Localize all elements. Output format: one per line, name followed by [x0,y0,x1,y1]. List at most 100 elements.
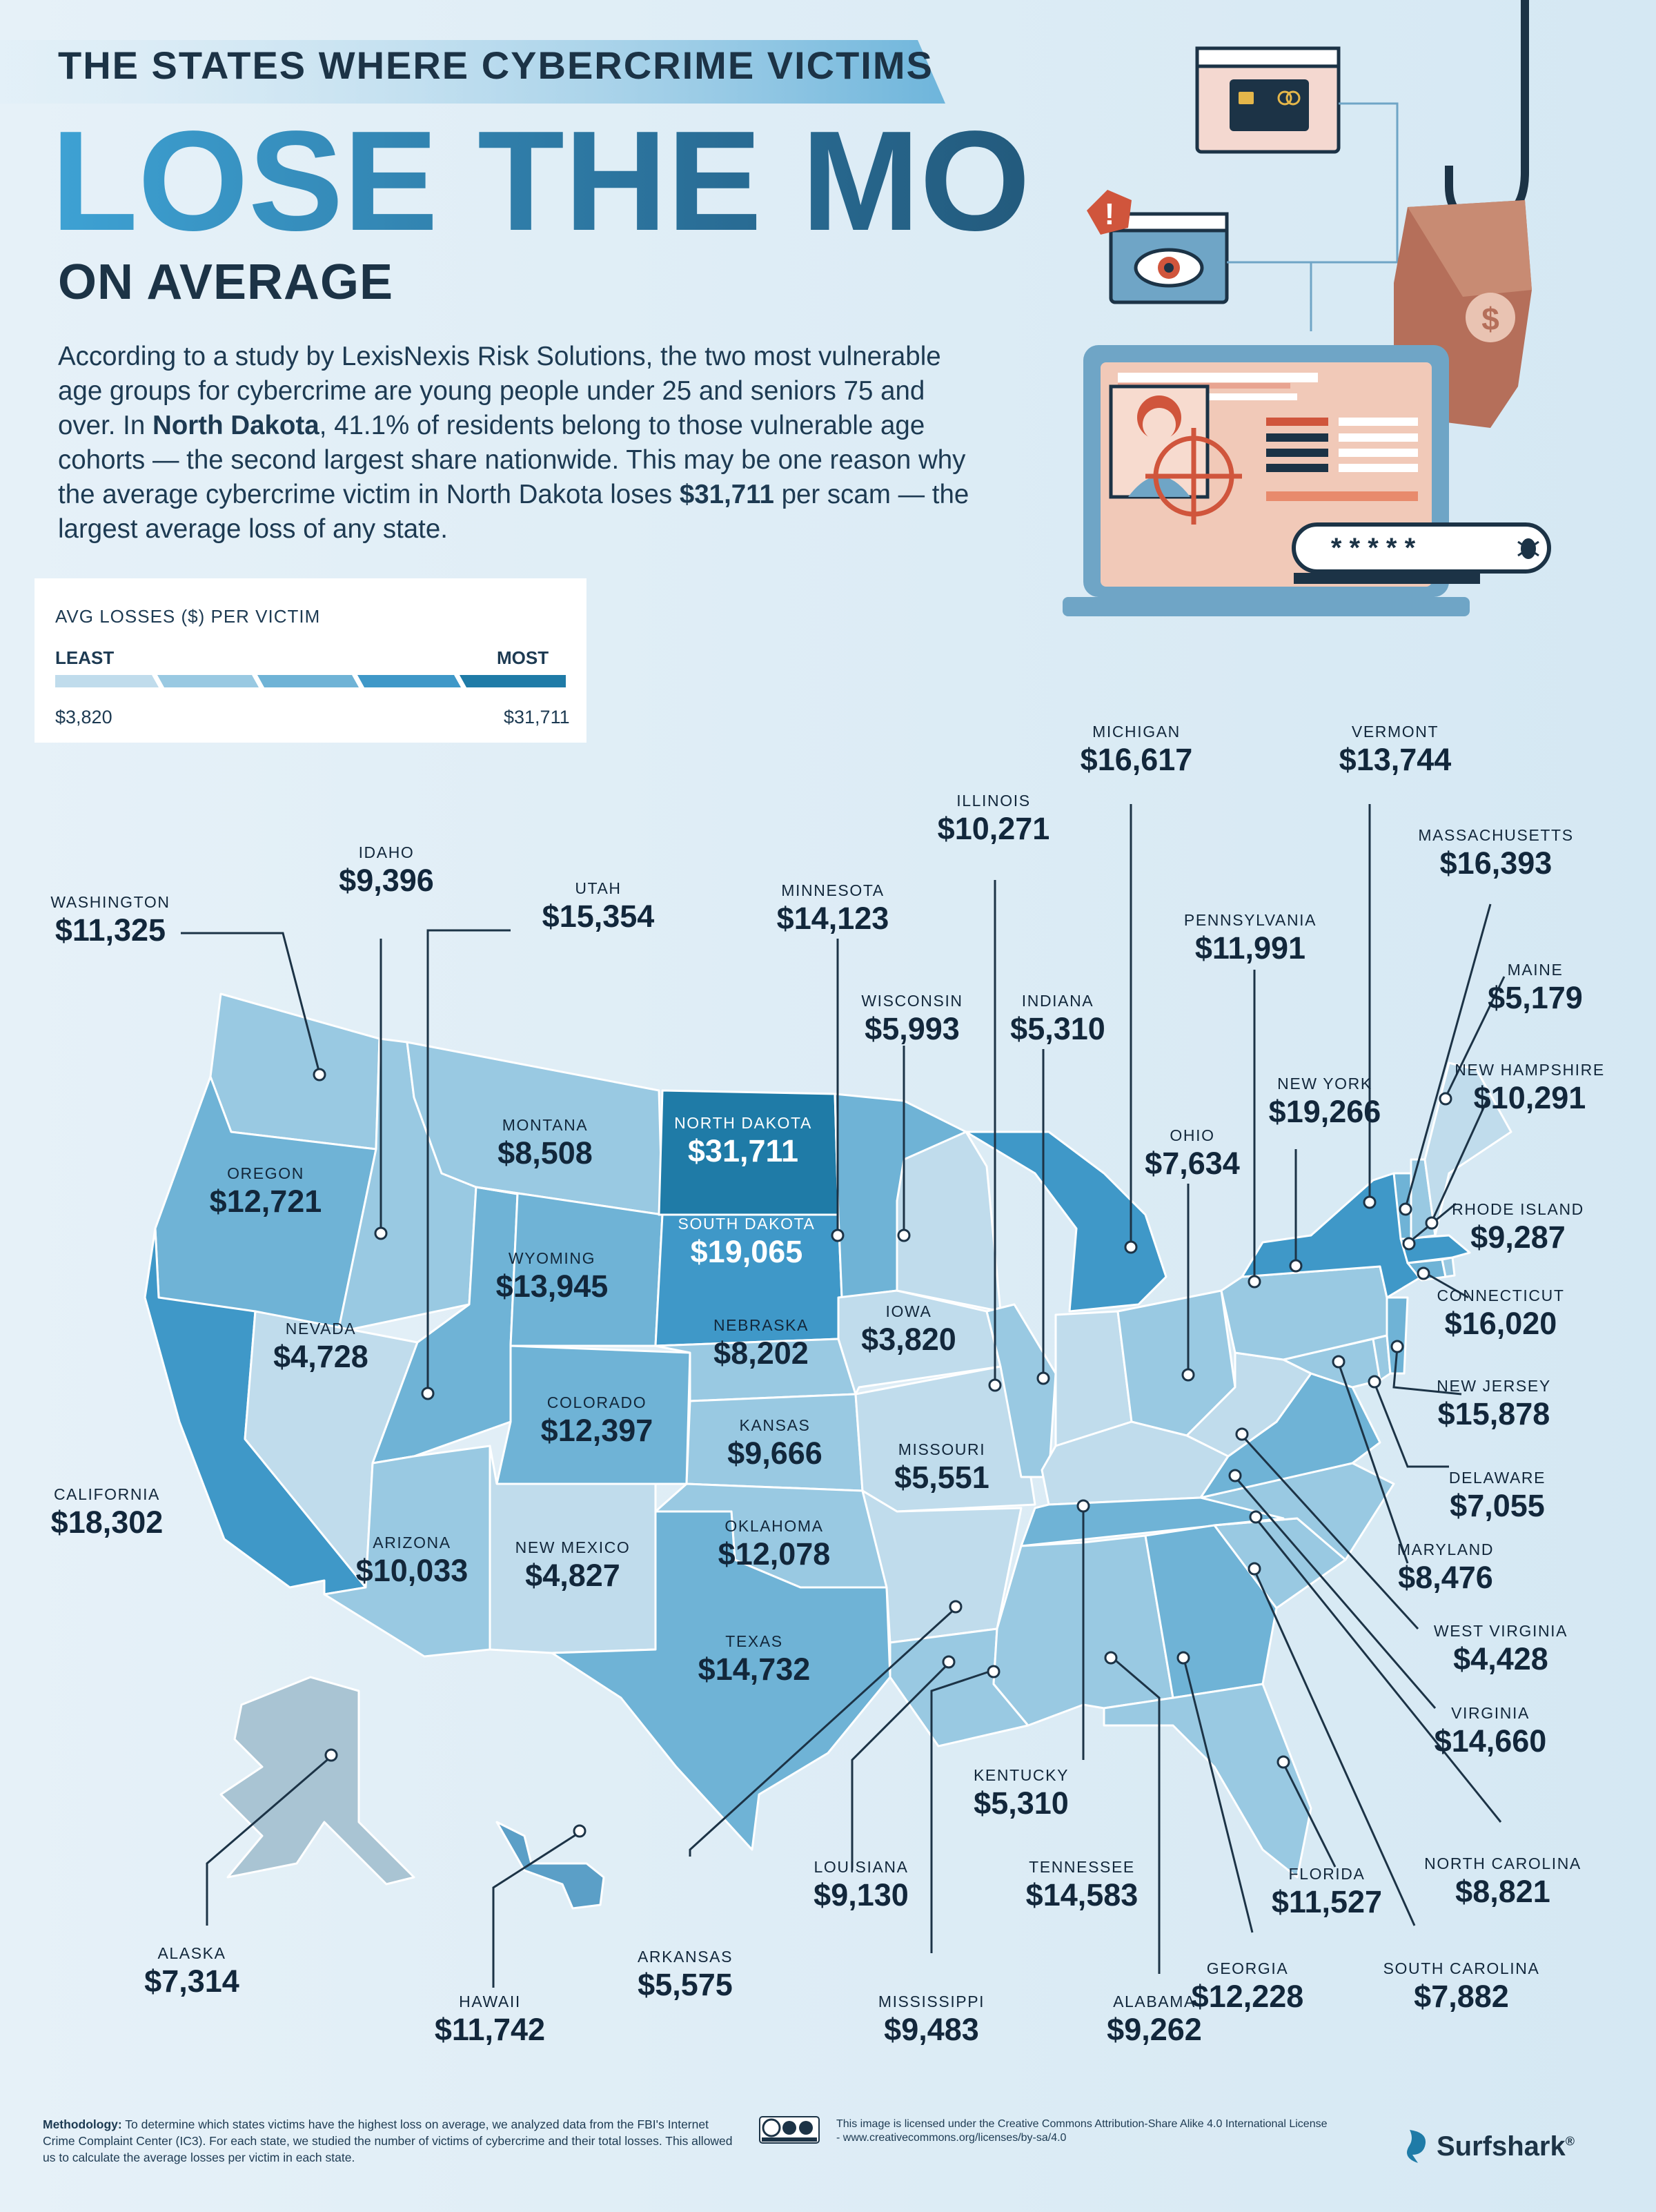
svg-text:!: ! [1105,197,1115,231]
label-washington: WASHINGTON $11,325 [50,893,170,948]
warning-icon: ! [1087,190,1132,235]
label-arizona: ARIZONA $10,033 [355,1534,469,1588]
target-crosshair-icon [1145,428,1242,525]
label-virginia: VIRGINIA $14,660 [1434,1704,1547,1759]
label-maryland: MARYLAND $8,476 [1397,1540,1495,1595]
label-wisconsin: WISCONSIN $5,993 [861,992,963,1046]
state-marker [1289,1259,1303,1273]
label-north-dakota: NORTH DAKOTA $31,711 [674,1114,812,1168]
label-wyoming: WYOMING $13,945 [495,1249,609,1304]
label-new-jersey: NEW JERSEY $15,878 [1437,1377,1551,1431]
label-new-mexico: NEW MEXICO $4,827 [515,1538,631,1593]
intro-text-1: According to a study by LexisNexis Risk … [58,342,941,440]
state-marker [1249,1510,1263,1524]
state-marker [1104,1651,1118,1665]
label-illinois: ILLINOIS $10,271 [937,792,1050,846]
label-tennessee: TENNESSEE $14,583 [1025,1858,1138,1912]
label-georgia: GEORGIA $12,228 [1191,1959,1304,2014]
state-marker [1248,1562,1261,1576]
legend-min-value: $3,820 [55,707,112,727]
label-maine: MAINE $5,179 [1488,961,1583,1015]
legend-title: AVG LOSSES ($) PER VICTIM [55,606,321,627]
intro-text-3: per scam — the largest average loss of a… [58,480,969,544]
state-marker [1235,1427,1249,1441]
bug-icon [1517,538,1539,559]
label-rhode-island: RHODE ISLAND $9,287 [1452,1200,1584,1255]
methodology-label: Methodology: [43,2117,122,2131]
state-marker [1402,1237,1416,1251]
legend-max-value: $31,711 [504,707,570,727]
state-texas [551,1510,891,1851]
state-florida [1103,1683,1312,1879]
state-marker [1228,1469,1242,1482]
label-massachusetts: MASSACHUSETTS $16,393 [1418,826,1574,881]
label-north-carolina: NORTH CAROLINA $8,821 [1424,1854,1581,1909]
label-florida: FLORIDA $11,527 [1271,1865,1383,1919]
state-maine [1423,1061,1512,1237]
intro-paragraph: According to a study by LexisNexis Risk … [58,340,976,547]
label-colorado: COLORADO $12,397 [540,1393,653,1448]
label-vermont: VERMONT $13,744 [1339,723,1452,777]
state-marker [1425,1216,1439,1230]
brand-trademark: ® [1565,2134,1575,2149]
legend-most-label: MOST [497,647,549,668]
state-marker [1176,1651,1190,1665]
state-michigan [965,1131,1167,1313]
brand-text: Surfshark [1437,2131,1566,2162]
label-idaho: IDAHO $9,396 [339,843,434,898]
credit-card-window-icon [1195,46,1341,154]
state-marker [374,1226,388,1240]
label-missouri: MISSOURI $5,551 [894,1440,989,1495]
intro-bold-amount: $31,711 [679,480,774,509]
password-field: * * * * * [1292,522,1551,574]
state-marker [1399,1202,1412,1216]
password-mask: * * * * * [1331,533,1416,563]
state-marker [313,1068,326,1081]
label-utah: UTAH $15,354 [542,879,655,934]
label-minnesota: MINNESOTA $14,123 [776,881,889,936]
state-marker [1276,1755,1290,1769]
state-marker [421,1387,435,1400]
label-arkansas: ARKANSAS $5,575 [637,1948,733,2002]
label-iowa: IOWA $3,820 [861,1302,956,1357]
state-marker [1036,1371,1050,1385]
creative-commons-icon[interactable] [759,2116,820,2144]
cybercrime-illustration: ! $ [1063,0,1551,616]
state-arizona [323,1445,491,1658]
label-ohio: OHIO $7,634 [1145,1126,1240,1181]
intro-bold-state: North Dakota [152,411,319,440]
label-south-dakota: SOUTH DAKOTA $19,065 [678,1215,816,1269]
state-wyoming [475,1186,664,1347]
label-kansas: KANSAS $9,666 [727,1416,822,1471]
label-kentucky: KENTUCKY $5,310 [973,1766,1070,1821]
state-marker [942,1655,956,1669]
label-new-york: NEW YORK $19,266 [1268,1075,1381,1129]
label-california: CALIFORNIA $18,302 [50,1485,164,1540]
intro-text-2: , 41.1% of residents belong to those vul… [58,411,966,509]
state-marker [1076,1499,1090,1513]
legend: AVG LOSSES ($) PER VICTIM LEAST MOST $3,… [34,578,586,743]
methodology: Methodology: To determine which states v… [43,2116,733,2166]
label-indiana: INDIANA $5,310 [1010,992,1105,1046]
state-california [144,1227,367,1596]
state-marker [1439,1092,1452,1106]
state-massachusetts [1399,1234,1471,1264]
subheadline: ON AVERAGE [58,255,394,310]
state-marker [1363,1195,1377,1209]
legend-least-label: LEAST [55,647,115,668]
state-marker [1390,1340,1404,1353]
label-connecticut: CONNECTICUT $16,020 [1437,1286,1565,1341]
label-michigan: MICHIGAN $16,617 [1080,723,1193,777]
label-new-hampshire: NEW HAMPSHIRE $10,291 [1455,1061,1605,1115]
headline-graphic: LOSE THE MOST [51,114,1028,245]
state-marker [1124,1240,1138,1254]
state-marker [1332,1355,1346,1369]
state-marker [831,1229,845,1242]
label-oklahoma: OKLAHOMA $12,078 [718,1517,831,1572]
license-text: This image is licensed under the Creativ… [836,2118,1328,2144]
state-marker [573,1824,586,1838]
banner-title: THE STATES WHERE CYBERCRIME VICTIMS [58,43,934,87]
state-hawaii [495,1821,605,1910]
label-west-virginia: WEST VIRGINIA $4,428 [1433,1622,1568,1676]
